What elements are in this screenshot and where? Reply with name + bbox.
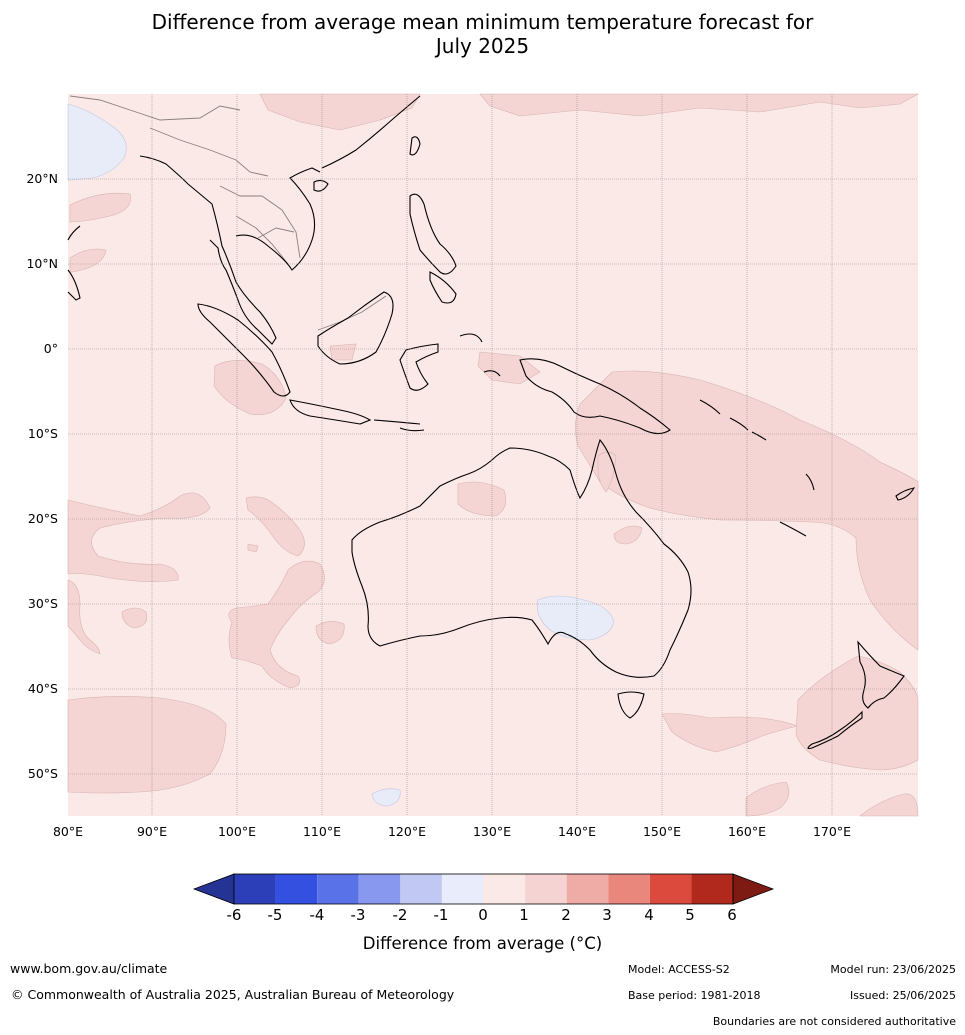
lon-label-110e: 110°E: [302, 824, 341, 839]
lat-label-20n: 20°N: [26, 171, 58, 186]
colorbar-segment: [400, 874, 442, 904]
lon-label-120e: 120°E: [387, 824, 426, 839]
graticule: [68, 94, 918, 816]
colorbar-border: [233, 873, 734, 905]
colorbar-tick: 2: [561, 906, 571, 924]
colorbar-segment: [608, 874, 650, 904]
colorbar-segment: [358, 874, 401, 904]
lon-label-170e: 170°E: [812, 824, 851, 839]
colorbar-segment: [234, 874, 276, 904]
map-title: Difference from average mean minimum tem…: [0, 10, 965, 58]
lon-label-140e: 140°E: [557, 824, 596, 839]
colorbar-tick: -4: [309, 906, 325, 924]
lon-label-90e: 90°E: [136, 824, 168, 839]
colorbar-segment: [566, 874, 609, 904]
lon-label-150e: 150°E: [642, 824, 681, 839]
website-link[interactable]: www.bom.gov.au/climate: [10, 961, 168, 976]
copyright-text: © Commonwealth of Australia 2025, Austra…: [11, 987, 455, 1002]
lat-label-40s: 40°S: [27, 681, 58, 696]
lat-label-20s: 20°S: [27, 511, 58, 526]
colorbar-tick: 1: [519, 906, 529, 924]
colorbar-extend-high: [732, 873, 775, 905]
base-period-text: Base period: 1981-2018: [628, 989, 761, 1002]
lat-label-10n: 10°N: [26, 256, 58, 271]
colorbar-segment: [275, 874, 318, 904]
colorbar-tick: 4: [644, 906, 654, 924]
colorbar-tick: -1: [433, 906, 449, 924]
colorbar-tick: 5: [685, 906, 695, 924]
lon-label-130e: 130°E: [472, 824, 511, 839]
colorbar-tick: -2: [392, 906, 408, 924]
colorbar-tick: 3: [602, 906, 612, 924]
lon-label-80e: 80°E: [52, 824, 84, 839]
issued-text: Issued: 25/06/2025: [849, 989, 956, 1002]
colorbar-tick: 6: [727, 906, 737, 924]
colorbar-segment: [525, 874, 567, 904]
colorbar-extend-low: [192, 873, 235, 905]
disclaimer-text: Boundaries are not considered authoritat…: [712, 1015, 956, 1028]
colorbar-tick: -5: [267, 906, 283, 924]
lon-label-100e: 100°E: [217, 824, 256, 839]
map-title-line2: July 2025: [435, 34, 530, 58]
model-text: Model: ACCESS-S2: [628, 963, 730, 976]
colorbar-tick: -6: [226, 906, 242, 924]
colorbar-segment: [691, 874, 733, 904]
model-run-text: Model run: 23/06/2025: [830, 963, 956, 976]
colorbar: [192, 873, 775, 905]
colorbar-label: Difference from average (°C): [362, 934, 603, 953]
coastlines: [67, 95, 916, 750]
map-title-line1: Difference from average mean minimum tem…: [151, 10, 814, 34]
colorbar-segment: [441, 874, 484, 904]
anomaly-minus1-to-0-regions: [67, 103, 615, 807]
colorbar-tick: -3: [350, 906, 366, 924]
colorbar-segment: [649, 874, 692, 904]
country-borders: [69, 95, 387, 331]
lat-label-50s: 50°S: [27, 766, 58, 781]
colorbar-tick: 0: [478, 906, 488, 924]
colorbar-segment: [317, 874, 359, 904]
lat-label-0: 0°: [43, 341, 58, 356]
lat-label-30s: 30°S: [27, 596, 58, 611]
lon-label-160e: 160°E: [727, 824, 766, 839]
colorbar-segment: [483, 874, 526, 904]
lat-label-10s: 10°S: [27, 426, 58, 441]
